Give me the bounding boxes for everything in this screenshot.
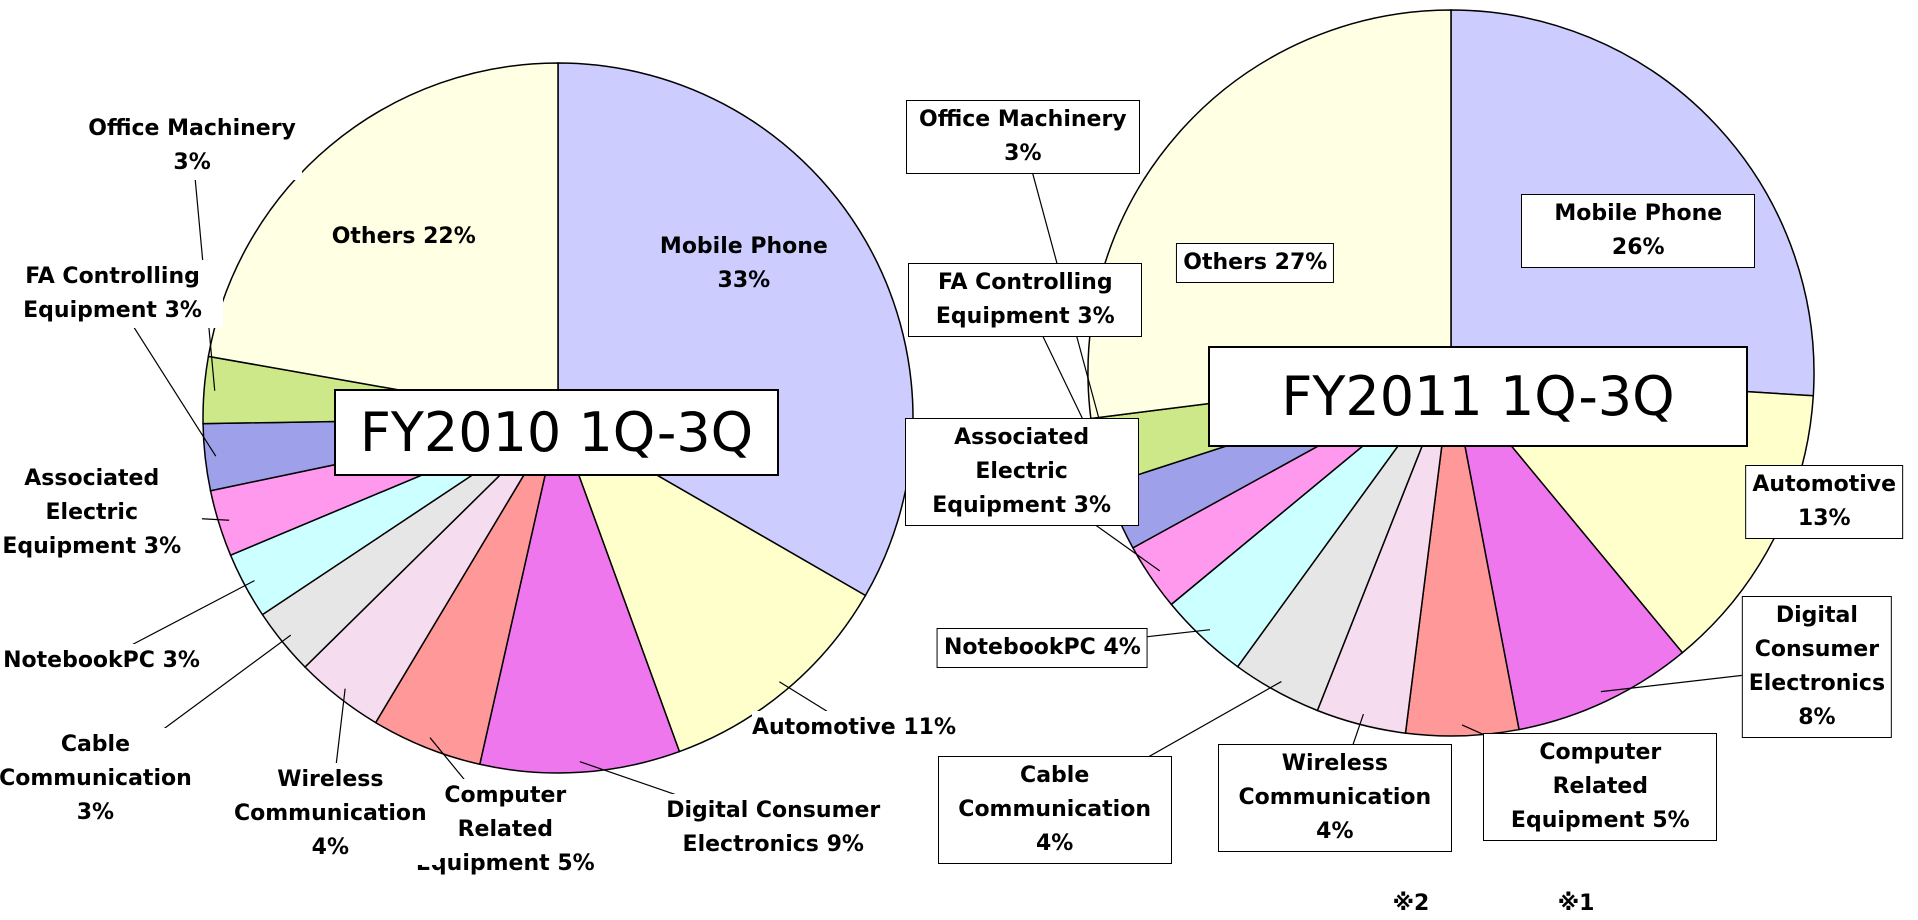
slice-label: NotebookPC 4%: [936, 628, 1148, 669]
pie-slice: [207, 62, 559, 419]
slice-label: Mobile Phone 33%: [634, 230, 854, 298]
annotation-text: ※1: [1557, 890, 1595, 916]
value-label: 3%: [162, 647, 200, 673]
value-label: 3%: [1077, 303, 1115, 329]
category-name: Computer Related Equipment: [1510, 739, 1662, 833]
pie-title: FY2011 1Q-3Q: [1208, 346, 1748, 447]
pie-title-text: FY2011 1Q-3Q: [1281, 365, 1675, 428]
value-label: 5%: [1652, 807, 1690, 833]
value-label: 3%: [1073, 493, 1111, 519]
pie-title: FY2010 1Q-3Q: [334, 389, 779, 476]
slice-label: Others 27%: [1176, 243, 1335, 284]
value-label: 4%: [1316, 818, 1354, 844]
annotation: ※2: [1393, 891, 1430, 916]
pie-slice: [478, 415, 681, 774]
pie-title-text: FY2010 1Q-3Q: [359, 401, 754, 464]
category-name: Associated Electric Equipment: [932, 425, 1090, 519]
category-name: Computer Related Equipment: [415, 782, 567, 876]
category-name: Associated Electric Equipment: [2, 465, 160, 559]
value-label: 3%: [143, 533, 182, 559]
category-name: FA Controlling Equipment: [23, 263, 200, 323]
category-name: Automotive: [1752, 471, 1897, 497]
category-name: Wireless Communication: [233, 766, 427, 826]
annotation: ※1: [1558, 891, 1595, 916]
value-label: 13%: [1797, 505, 1851, 531]
category-name: Office Machinery: [919, 107, 1127, 133]
pie-slice: [1087, 9, 1452, 420]
slice-label: NotebookPC 3%: [3, 643, 200, 678]
slice-label: Associated Electric Equipment 3%: [0, 461, 202, 564]
value-label: 33%: [717, 268, 771, 294]
slice-label: Automotive 11%: [751, 710, 957, 745]
value-label: 8%: [1798, 704, 1836, 730]
category-name: NotebookPC: [943, 635, 1096, 661]
annotation-text: ※2: [1392, 890, 1430, 916]
value-label: 27%: [1274, 250, 1328, 276]
value-label: 26%: [1611, 235, 1665, 261]
slice-label: Digital Consumer Electronics 9%: [663, 794, 884, 863]
category-name: Cable Communication: [958, 762, 1151, 822]
value-label: 5%: [557, 850, 595, 876]
value-label: 22%: [423, 224, 476, 250]
slice-label: Wireless Communication 4%: [1217, 743, 1452, 852]
value-label: 11%: [903, 714, 957, 740]
category-name: Mobile Phone: [659, 234, 828, 260]
value-label: 4%: [1035, 830, 1074, 856]
slice-label: Digital Consumer Electronics 8%: [1741, 595, 1893, 738]
value-label: 3%: [173, 149, 211, 175]
value-label: 3%: [1004, 141, 1042, 167]
slice-label: Office Machinery 3%: [82, 111, 303, 180]
category-name: Wireless Communication: [1238, 750, 1432, 810]
slice-label: FA Controlling Equipment 3%: [908, 262, 1143, 337]
value-label: 4%: [1103, 635, 1141, 661]
category-name: Automotive: [751, 714, 896, 740]
category-name: NotebookPC: [3, 647, 155, 673]
slice-label: Others 22%: [332, 220, 476, 254]
category-name: Mobile Phone: [1554, 201, 1723, 227]
category-name: Others: [1183, 250, 1267, 276]
category-name: FA Controlling Equipment: [935, 269, 1113, 329]
slice-label: Associated Electric Equipment 3%: [904, 418, 1139, 527]
value-label: 3%: [76, 800, 115, 826]
slice-label: Cable Communication 3%: [0, 728, 206, 831]
slice-label: Wireless Communication 4%: [220, 762, 441, 865]
category-name: Office Machinery: [88, 115, 296, 141]
value-label: 4%: [311, 834, 350, 860]
slice-label: Cable Communication 4%: [937, 755, 1172, 864]
slice-label: Automotive 13%: [1745, 464, 1904, 539]
pie-slice: [1450, 372, 1684, 731]
slice-label: Computer Related Equipment 5%: [1483, 732, 1718, 841]
category-name: Digital Consumer Electronics: [666, 798, 881, 858]
slice-label: Mobile Phone 26%: [1521, 194, 1756, 269]
value-label: 9%: [826, 832, 864, 858]
slice-label: Office Machinery 3%: [905, 100, 1140, 175]
pie-slice: [556, 416, 867, 753]
value-label: 3%: [164, 297, 202, 323]
category-name: Others: [331, 224, 416, 250]
category-name: Digital Consumer Electronics: [1748, 602, 1886, 696]
category-name: Cable Communication: [0, 732, 192, 792]
slice-label: FA Controlling Equipment 3%: [2, 259, 223, 328]
